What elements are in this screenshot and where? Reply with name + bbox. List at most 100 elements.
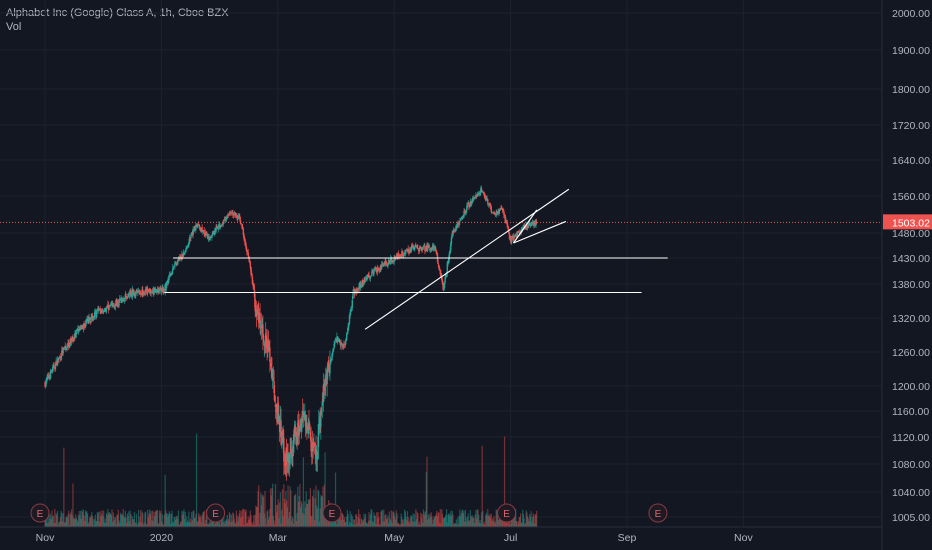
candle xyxy=(443,286,445,289)
candle xyxy=(139,293,142,295)
volume-bar xyxy=(373,512,375,527)
y-tick-label: 1200.00 xyxy=(892,381,930,393)
volume-bar xyxy=(493,515,495,527)
volume-bar xyxy=(397,522,399,527)
candle xyxy=(418,248,421,252)
candle xyxy=(253,289,256,298)
candle xyxy=(443,282,446,288)
candle xyxy=(348,314,351,324)
volume-bar xyxy=(426,456,428,527)
price-axis[interactable] xyxy=(882,0,932,550)
volume-bar xyxy=(100,516,102,527)
candle xyxy=(362,280,364,283)
volume-bar xyxy=(135,513,138,527)
candle xyxy=(106,307,108,309)
candle xyxy=(250,267,252,275)
candle xyxy=(317,436,319,460)
candle xyxy=(182,252,184,257)
candle xyxy=(85,321,87,324)
candle xyxy=(72,338,75,342)
volume-bar xyxy=(62,513,64,527)
volume-bar xyxy=(306,503,309,527)
candle xyxy=(88,317,90,323)
last-price-badge xyxy=(883,214,932,230)
candle xyxy=(215,226,217,232)
candle xyxy=(411,244,414,248)
volume-bar xyxy=(366,523,368,527)
channel-upper-line[interactable] xyxy=(513,220,567,244)
volume-bar xyxy=(417,513,419,527)
candle xyxy=(485,197,488,201)
volume-bar xyxy=(252,521,254,527)
volume-bar xyxy=(357,509,360,527)
earnings-marker[interactable] xyxy=(30,503,50,523)
candle xyxy=(223,219,225,224)
volume-bar xyxy=(529,516,531,527)
candle xyxy=(365,278,367,280)
volume-bar xyxy=(194,517,196,527)
volume-bar xyxy=(365,522,367,527)
volume-bar xyxy=(294,494,296,527)
volume-bar xyxy=(81,509,83,527)
candle xyxy=(257,310,259,311)
candle xyxy=(246,249,248,253)
channel-lower-line[interactable] xyxy=(513,209,538,244)
volume-bar xyxy=(393,513,395,527)
candle xyxy=(159,288,161,291)
volume-bar xyxy=(97,513,99,527)
volume-bar xyxy=(487,509,489,527)
volume-bar xyxy=(47,510,49,527)
volume-bar xyxy=(492,518,494,527)
volume-bar xyxy=(249,517,251,527)
candle xyxy=(222,223,224,225)
volume-bar xyxy=(168,514,170,527)
candle xyxy=(436,251,438,255)
candle xyxy=(487,199,489,204)
volume-bar xyxy=(482,510,484,527)
volume-bar xyxy=(295,494,297,527)
volume-bar xyxy=(387,515,389,527)
volume-bar xyxy=(523,518,525,527)
candle xyxy=(247,252,249,257)
volume-bar xyxy=(116,514,118,527)
volume-bar xyxy=(340,519,342,527)
volume-bar xyxy=(84,510,87,527)
earnings-marker[interactable] xyxy=(322,503,342,523)
volume-bar xyxy=(281,509,283,527)
volume-bar xyxy=(378,524,381,527)
volume-bar xyxy=(191,520,193,527)
volume-bar xyxy=(364,518,366,527)
y-tick-label: 1640.00 xyxy=(892,155,930,167)
volume-bar xyxy=(88,521,90,527)
volume-bar xyxy=(216,520,219,527)
volume-bar xyxy=(101,509,103,527)
candle xyxy=(493,211,495,213)
volume-bar xyxy=(456,524,458,527)
volume-bar xyxy=(288,518,290,527)
y-tick-label: 1160.00 xyxy=(892,406,929,418)
volume-bar xyxy=(225,520,227,527)
volume-bar xyxy=(383,509,385,527)
volume-bar xyxy=(385,513,387,527)
candle xyxy=(469,201,472,207)
candle xyxy=(337,340,340,342)
volume-bar xyxy=(239,517,242,527)
earnings-marker-label: E xyxy=(655,509,662,520)
volume-bar xyxy=(497,519,499,527)
volume-bar xyxy=(450,511,452,527)
candle xyxy=(476,194,479,197)
volume-bar xyxy=(423,512,425,527)
earnings-marker[interactable] xyxy=(206,503,226,523)
earnings-marker[interactable] xyxy=(648,503,668,523)
candle xyxy=(480,187,483,192)
volume-bar xyxy=(107,509,109,527)
candle xyxy=(232,213,235,216)
volume-bar xyxy=(77,521,79,527)
earnings-marker[interactable] xyxy=(497,503,517,523)
volume-bar xyxy=(120,515,122,527)
volume-bar xyxy=(444,516,446,527)
candle xyxy=(344,341,347,345)
candle xyxy=(239,216,241,221)
volume-bar xyxy=(420,512,422,527)
